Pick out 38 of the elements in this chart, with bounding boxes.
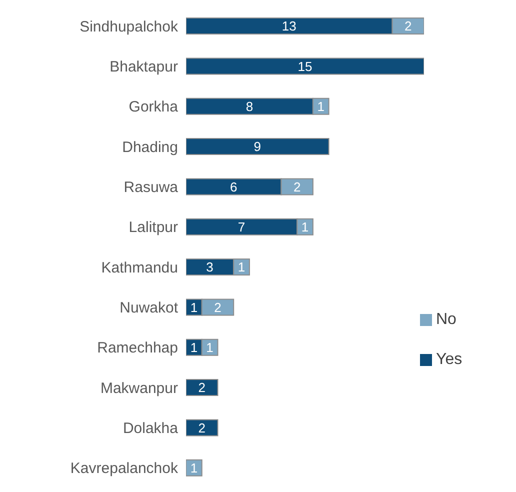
legend-label: No (436, 311, 456, 328)
data-label: 9 (254, 139, 262, 154)
data-label: 1 (301, 220, 309, 234)
bar (186, 379, 218, 396)
data-label: 1 (206, 340, 214, 355)
y-tick-label: Kavrepalanchok (70, 460, 178, 478)
data-label: 2 (404, 18, 412, 34)
y-tick-label: Bhaktapur (110, 58, 178, 76)
data-label: 2 (198, 380, 206, 396)
y-tick-label: Makwanpur (100, 380, 178, 397)
data-label: 3 (206, 260, 214, 275)
data-label: 2 (214, 300, 222, 315)
data-label: 13 (282, 18, 296, 34)
data-label: 7 (238, 220, 246, 234)
data-label: 1 (190, 300, 198, 315)
y-tick-label: Sindhupalchok (80, 18, 178, 36)
data-label: 1 (317, 99, 324, 114)
data-label: 1 (190, 340, 198, 355)
data-label: 2 (198, 420, 206, 436)
bar (186, 459, 202, 476)
y-tick-label: Dhading (122, 138, 178, 156)
legend-label: Yes (436, 351, 462, 368)
y-tick-label: Dolakha (122, 420, 179, 438)
data-label: 1 (238, 260, 246, 275)
y-tick-label: Gorkha (128, 98, 179, 116)
data-label: 2 (293, 179, 301, 194)
bar (186, 58, 424, 75)
bar (186, 419, 218, 436)
y-tick-label: Nuwakot (120, 300, 179, 317)
bar (186, 138, 330, 156)
y-tick-label: Kathmandu (101, 259, 178, 276)
data-label: 1 (190, 460, 198, 476)
data-label: 8 (246, 99, 254, 114)
y-tick-label: Lalitpur (128, 219, 178, 236)
data-label: 15 (298, 58, 312, 74)
y-tick-label: Ramechhap (97, 340, 178, 357)
data-label: 6 (230, 179, 238, 194)
y-tick-label: Rasuwa (124, 179, 179, 196)
